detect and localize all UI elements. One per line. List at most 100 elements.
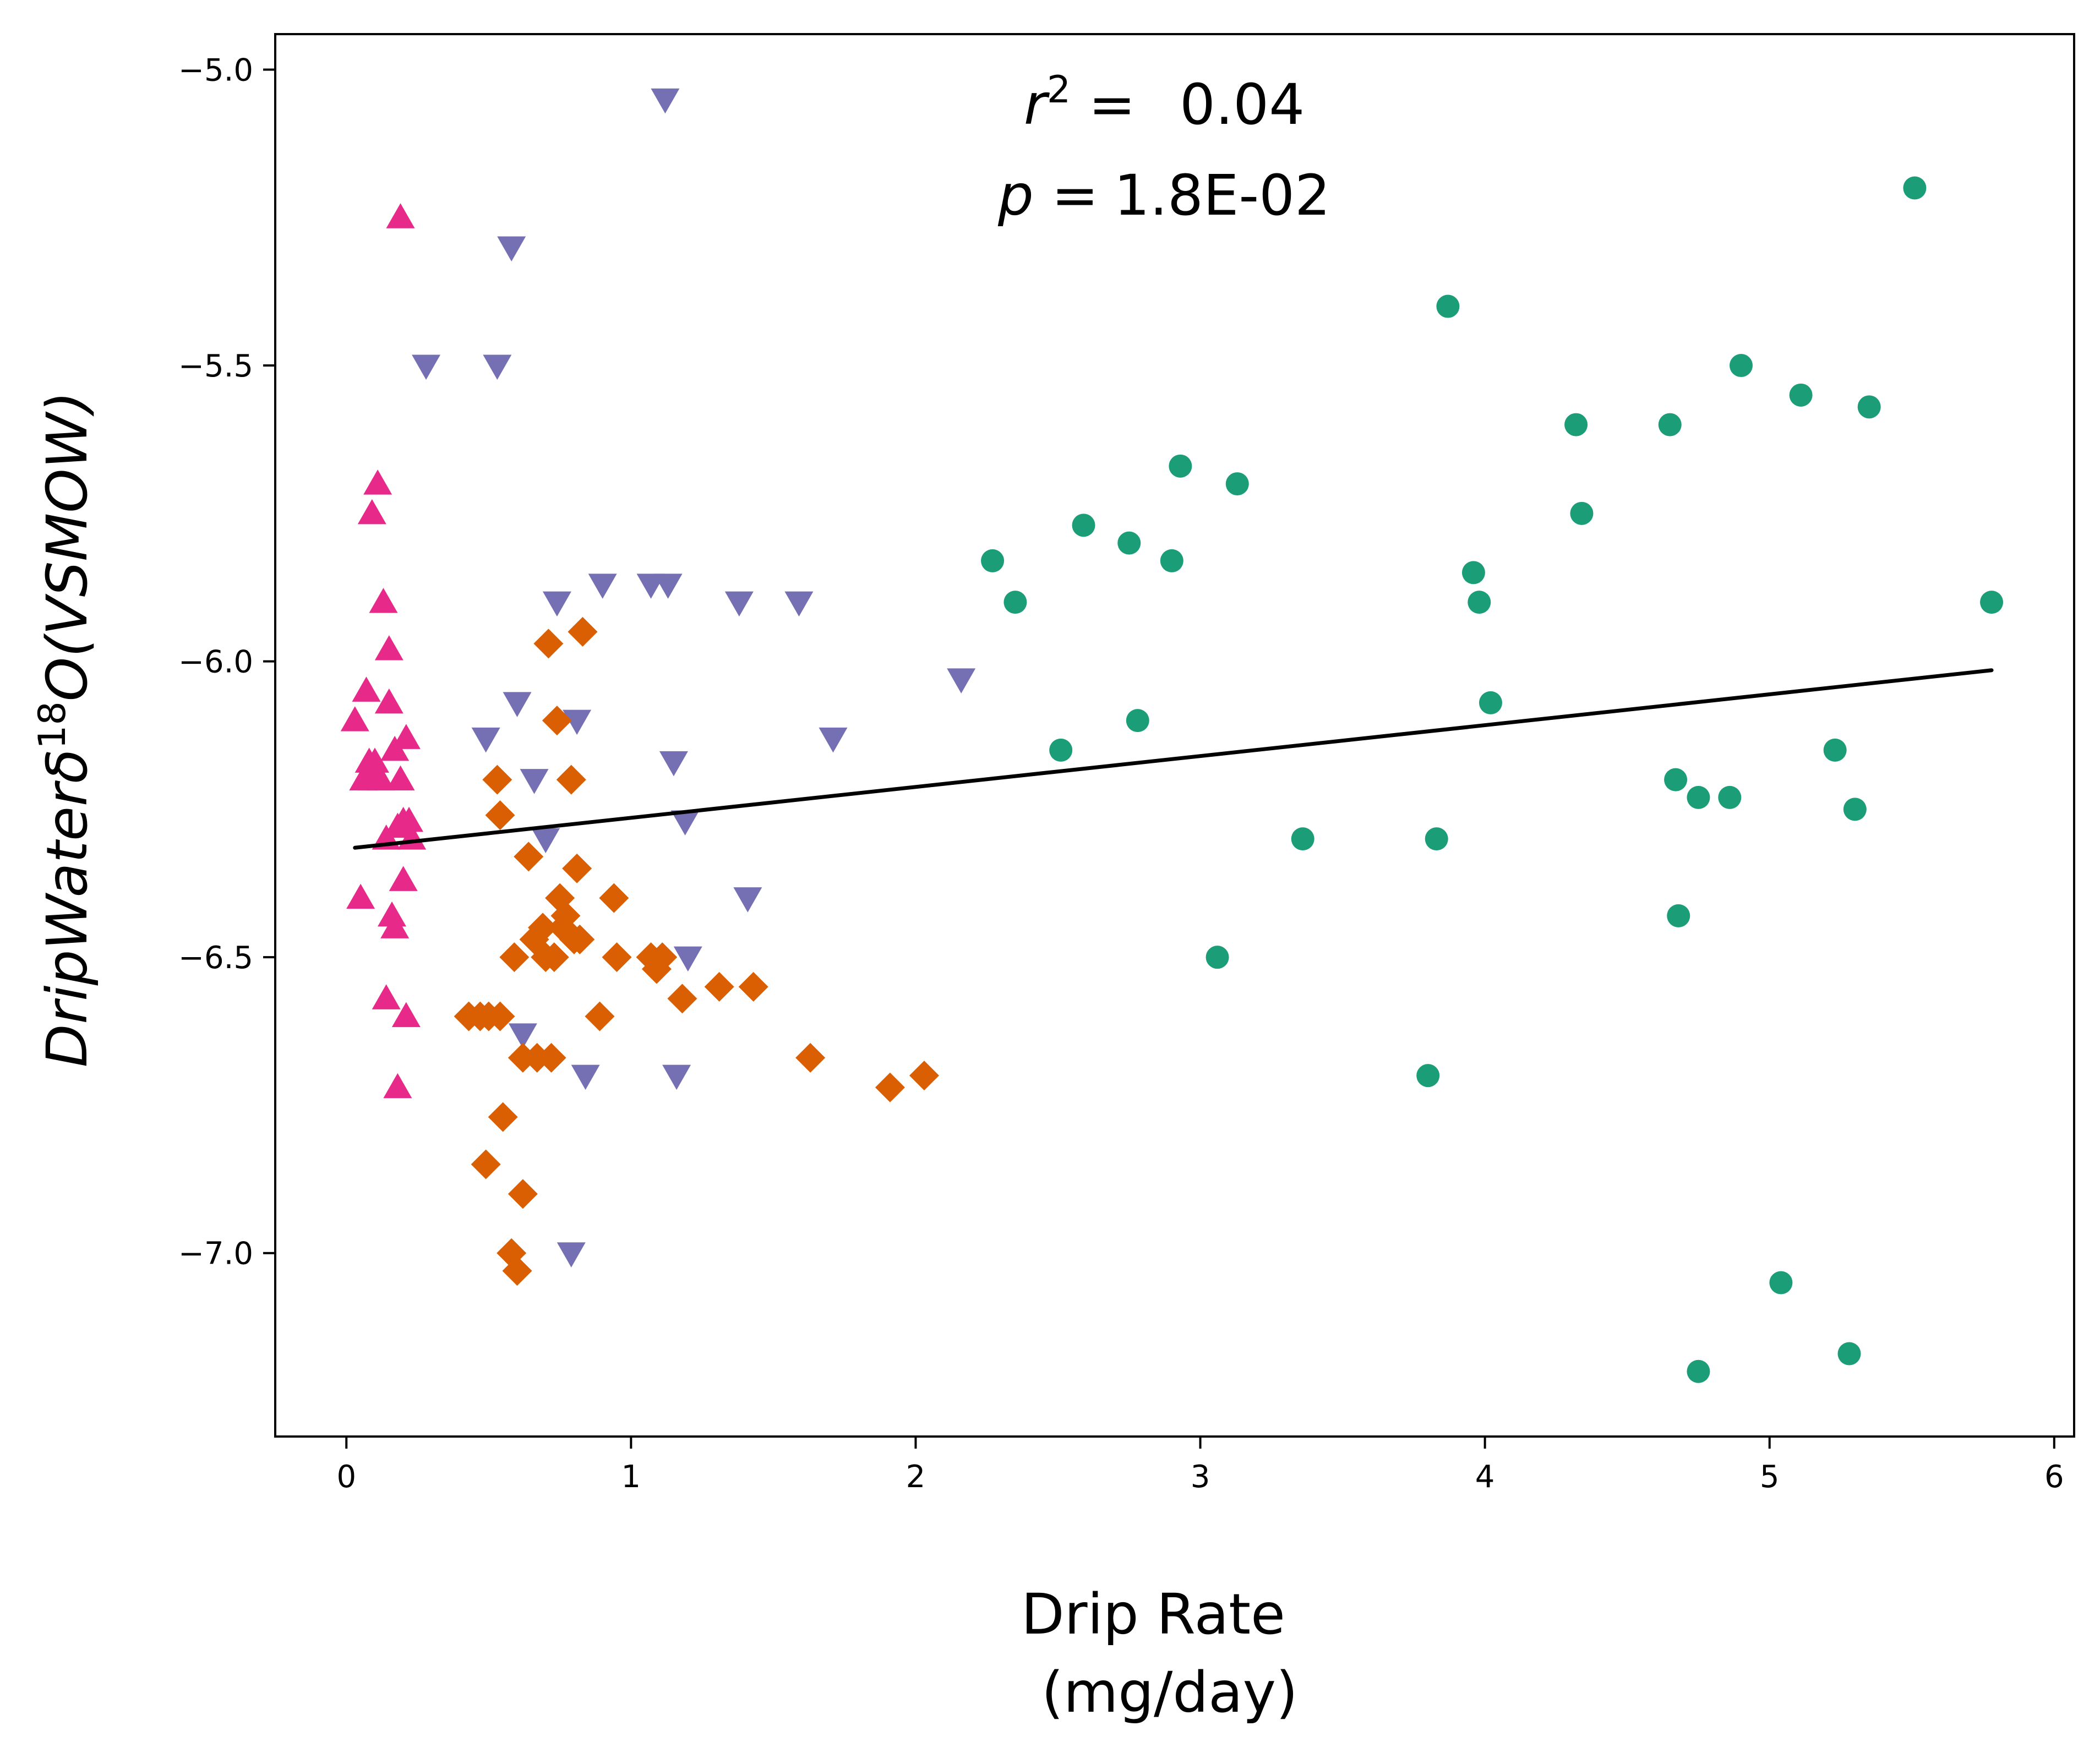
y-axis-title-tail: O(VSMOW): [35, 391, 100, 702]
data-point-circle: [1658, 413, 1682, 436]
data-point-diamond: [539, 942, 569, 973]
data-point-diamond: [488, 1102, 518, 1132]
data-point-circle: [1461, 561, 1485, 585]
data-point-triangle-up: [374, 635, 403, 660]
data-point-triangle-down: [542, 591, 571, 617]
data-point-triangle-down: [653, 574, 683, 599]
data-point-diamond: [550, 900, 581, 931]
data-point-triangle-down: [819, 727, 848, 753]
data-point-triangle-up: [357, 499, 386, 525]
data-point-triangle-down: [662, 1064, 691, 1090]
data-point-circle: [1564, 413, 1588, 436]
data-point-circle: [1169, 454, 1192, 478]
data-point-triangle-up: [372, 984, 401, 1009]
data-point-triangle-up: [391, 1002, 421, 1028]
data-point-triangle-up: [386, 203, 415, 228]
y-tick-label: −7.0: [178, 1236, 253, 1272]
data-point-diamond: [528, 913, 558, 943]
data-point-diamond: [485, 800, 515, 831]
data-point-triangle-down: [563, 709, 592, 735]
data-point-triangle-down: [651, 88, 680, 114]
plot-frame: [274, 33, 2075, 1438]
x-tick-label: 2: [906, 1459, 926, 1495]
data-point-diamond: [704, 971, 734, 1002]
data-point-diamond: [482, 764, 512, 795]
data-point-triangle-up: [395, 806, 424, 832]
data-point-diamond: [667, 984, 697, 1014]
data-point-circle: [1072, 514, 1095, 537]
x-tick-label: 5: [1760, 1459, 1780, 1495]
p-symbol: p: [997, 163, 1034, 228]
data-point-triangle-down: [588, 574, 617, 599]
data-point-triangle-down: [508, 1023, 537, 1048]
y-tick-label: −6.0: [178, 645, 253, 680]
x-tick-label: 4: [1475, 1459, 1495, 1495]
data-point-triangle-down: [733, 887, 762, 913]
data-point-triangle-down: [531, 828, 560, 854]
p-equals: =: [1034, 163, 1099, 228]
data-point-diamond: [536, 1042, 566, 1073]
data-point-diamond: [556, 764, 586, 795]
data-point-diamond: [875, 1072, 905, 1102]
data-point-triangle-up: [366, 765, 395, 791]
data-point-diamond: [533, 629, 564, 659]
data-point-circle: [1823, 738, 1847, 762]
data-point-triangle-down: [673, 946, 702, 972]
data-point-triangle-up: [352, 676, 381, 702]
data-point-triangle-down: [947, 668, 976, 693]
y-axis-title: DripWaterδ18O(VSMOW): [31, 391, 101, 1068]
data-point-circle: [1436, 294, 1460, 318]
data-point-diamond: [599, 883, 629, 913]
data-point-circle: [1769, 1271, 1793, 1295]
data-point-circle: [1664, 768, 1688, 791]
x-tick-label: 3: [1191, 1459, 1210, 1495]
data-point-triangle-up: [391, 724, 421, 749]
x-axis-title-units: (mg/day): [1041, 1660, 1298, 1725]
y-axis-title-superscript: 18: [31, 701, 74, 749]
data-point-triangle-down: [503, 692, 532, 717]
data-point-diamond: [738, 971, 768, 1002]
data-point-diamond: [471, 1149, 501, 1179]
data-point-circle: [1225, 472, 1249, 496]
data-point-triangle-up: [386, 765, 415, 791]
r-squared-annotation: r2 = 0.04: [1024, 68, 1305, 138]
data-point-circle: [1843, 798, 1867, 821]
data-point-circle: [1687, 785, 1710, 809]
data-point-circle: [1425, 827, 1448, 851]
data-point-circle: [1003, 591, 1027, 614]
data-point-circle: [1789, 383, 1813, 407]
p-value: 1.8E-02: [1114, 163, 1330, 228]
y-tick-label: −6.5: [178, 940, 253, 976]
data-point-triangle-up: [340, 706, 369, 731]
data-point-circle: [1468, 591, 1491, 614]
data-point-circle: [1857, 395, 1881, 419]
y-tick-label: −5.5: [178, 348, 253, 384]
data-point-triangle-down: [724, 591, 754, 617]
data-point-diamond: [508, 1179, 538, 1209]
x-tick-label: 0: [336, 1459, 356, 1495]
data-point-triangle-up: [346, 883, 375, 909]
data-point-circle: [1160, 549, 1183, 572]
data-point-triangle-up: [374, 688, 403, 714]
data-point-triangle-up: [360, 747, 389, 773]
data-point-triangle-up: [383, 1073, 412, 1099]
data-point-circle: [1980, 591, 2004, 614]
data-point-diamond: [602, 942, 632, 973]
data-point-circle: [981, 549, 1005, 572]
data-point-diamond: [502, 1255, 532, 1286]
data-point-triangle-down: [659, 751, 688, 777]
data-point-circle: [1837, 1342, 1861, 1366]
data-point-triangle-down: [412, 354, 441, 380]
data-point-circle: [1570, 501, 1594, 525]
data-point-diamond: [499, 942, 530, 973]
x-tick-label: 1: [621, 1459, 641, 1495]
data-point-circle: [1667, 904, 1690, 927]
data-point-triangle-up: [389, 866, 418, 891]
p-value-annotation: p = 1.8E-02: [997, 163, 1330, 228]
r2-symbol: r: [1024, 72, 1050, 138]
data-point-triangle-down: [497, 236, 526, 262]
data-point-circle: [1126, 709, 1149, 733]
x-tick-label: 6: [2044, 1459, 2064, 1495]
data-point-circle: [1206, 946, 1229, 969]
